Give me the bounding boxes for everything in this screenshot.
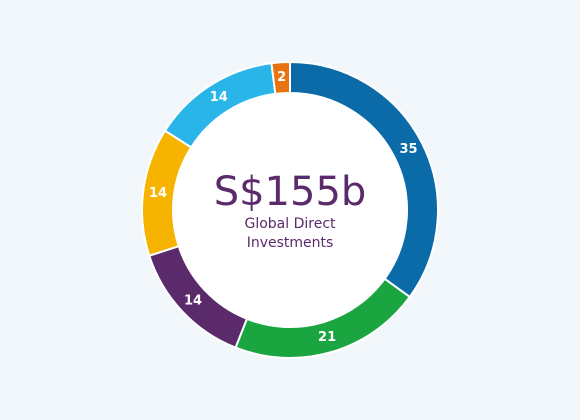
donut-segment-label-4: 14 bbox=[149, 186, 167, 201]
donut-segment-labels: 35 21 14 14 14 2 bbox=[149, 70, 418, 345]
donut-segment-6 bbox=[270, 60, 291, 96]
donut-hole bbox=[174, 94, 406, 326]
center-label-line2: Investments bbox=[247, 235, 334, 251]
center-label-line1: Global Direct bbox=[244, 216, 336, 232]
donut-segment-label-6: 2 bbox=[277, 70, 286, 85]
center-total-value: S$155b bbox=[214, 169, 367, 215]
donut-segments bbox=[141, 60, 439, 359]
donut-segment-label-2: 21 bbox=[318, 330, 336, 345]
donut-segment-label-3: 14 bbox=[184, 294, 202, 309]
donut-segment-label-5: 14 bbox=[210, 90, 228, 105]
donut-segment-label-1: 35 bbox=[399, 142, 417, 157]
